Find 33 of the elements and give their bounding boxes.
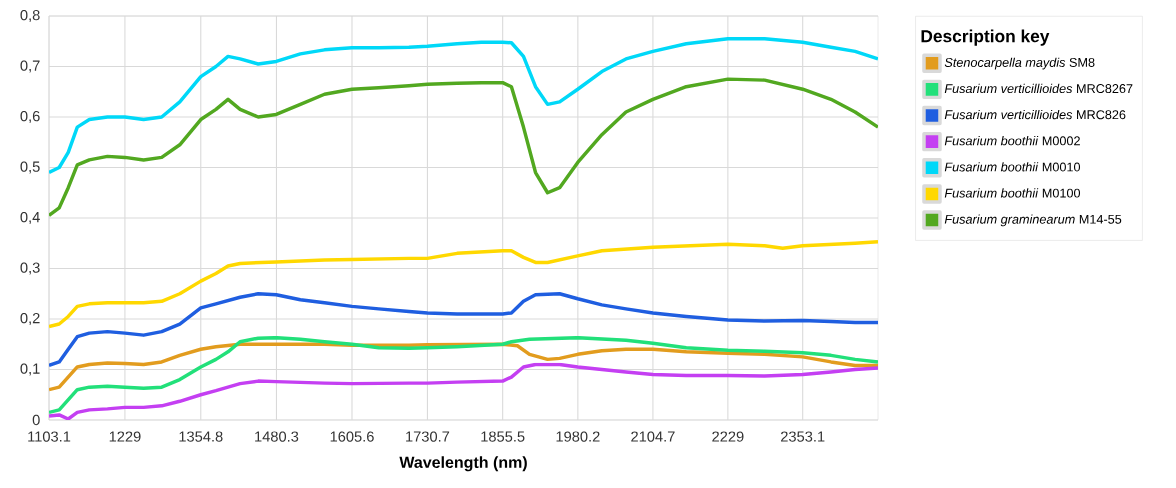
x-tick-label: 1605.6 (330, 431, 374, 442)
y-tick-label: 0,5 (20, 161, 40, 174)
x-tick-label: 1354.8 (179, 431, 223, 442)
legend-label: Fusarium verticillioides MRC826 (944, 109, 1126, 120)
x-tick-label: 1229 (109, 431, 141, 442)
line-series (49, 36, 879, 175)
x-tick-label: 1855.5 (481, 431, 525, 442)
legend-label: Fusarium boothii M0100 (944, 188, 1081, 198)
x-tick-label: 2229 (712, 431, 744, 442)
x-tick-label: 1980.2 (556, 431, 600, 442)
line-series (49, 362, 879, 420)
y-tick-label: 0,3 (20, 262, 40, 275)
y-tick-label: 0,1 (20, 363, 40, 376)
x-tick-label: 1730.7 (406, 431, 450, 442)
legend-label: Fusarium verticillioides MRC8267 (944, 83, 1133, 94)
y-tick-label: 0,7 (20, 60, 40, 73)
legend-title: Description key (921, 29, 1050, 46)
y-tick-label: 0,6 (20, 110, 40, 124)
x-tick-label: 2353.1 (781, 431, 825, 442)
y-tick-label: 0 (32, 414, 40, 426)
x-axis-title: Wavelength (nm) (399, 456, 527, 472)
x-tick-label: 1103.1 (28, 431, 71, 442)
x-tick-label: 1480.3 (255, 431, 299, 442)
y-tick-label: 0,2 (20, 312, 40, 326)
line-series (49, 292, 879, 368)
y-tick-label: 0,4 (20, 211, 40, 225)
line-series (49, 77, 879, 218)
legend-label: Fusarium boothii M0002 (944, 136, 1080, 146)
x-tick-label: 2104.7 (631, 431, 675, 442)
y-tick-label: 0,8 (20, 9, 40, 23)
legend-label: Fusarium graminearum M14-55 (944, 214, 1122, 227)
legend-label: Fusarium boothii M0010 (944, 162, 1081, 172)
legend-label: Stenocarpella maydis SM8 (944, 57, 1095, 70)
